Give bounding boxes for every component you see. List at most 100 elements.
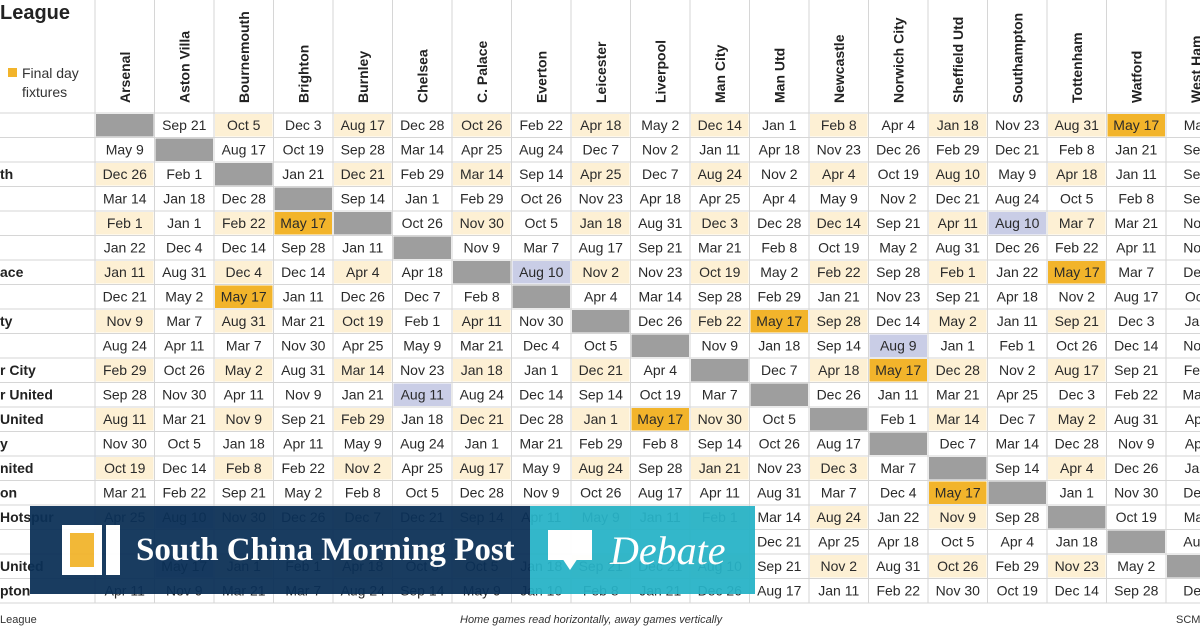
- cell-date: Jan 22: [104, 240, 146, 256]
- cell-date: Dec 14: [1114, 338, 1159, 354]
- legend-label-line2: fixtures: [22, 84, 68, 100]
- cell-bg: [96, 114, 154, 137]
- column-header: Burnley: [355, 51, 371, 103]
- cell-date: May 17: [756, 313, 802, 329]
- cell-date: Aug 24: [400, 436, 445, 452]
- cell-date: Dec 21: [341, 166, 386, 182]
- cell-date: Oct 26: [1056, 338, 1097, 354]
- cell-date: Jan 1: [167, 215, 201, 231]
- cell-date: Nov 23: [638, 264, 683, 280]
- cell-bg: [869, 359, 927, 382]
- cell-date: Dec: [1183, 583, 1200, 599]
- cell-date: Dec 28: [460, 485, 505, 501]
- cell-date: Sep 28: [1114, 583, 1159, 599]
- cell-date: Nov 30: [281, 338, 326, 354]
- cell-date: Nov 30: [460, 215, 505, 231]
- cell-date: Oct 19: [699, 264, 740, 280]
- cell-bg: [96, 457, 154, 480]
- cell-bg: [810, 359, 868, 382]
- cell-date: Sep 14: [341, 191, 386, 207]
- cell-bg: [1048, 555, 1106, 578]
- cell-date: Mar 7: [166, 313, 202, 329]
- cell-date: Nov 9: [225, 411, 262, 427]
- cell-date: Feb 8: [464, 289, 500, 305]
- cell-date: Jan 21: [342, 387, 384, 403]
- cell-bg: [215, 285, 273, 308]
- cell-date: Aug 31: [757, 485, 802, 501]
- cell-date: May 17: [1054, 264, 1100, 280]
- cell-date: May 2: [1117, 558, 1155, 574]
- cell-date: Aug 10: [936, 166, 981, 182]
- row-label: r United: [0, 387, 53, 403]
- cell-date: Feb 8: [226, 460, 262, 476]
- row-label: r City: [0, 362, 36, 378]
- cell-date: Dec: [1183, 264, 1200, 280]
- cell-bg: [274, 187, 332, 210]
- cell-date: Apr 4: [763, 191, 797, 207]
- cell-bg: [572, 310, 630, 333]
- cell-date: Dec 3: [701, 215, 738, 231]
- cell-date: Aug 17: [341, 117, 386, 133]
- column-header: Chelsea: [414, 49, 430, 103]
- cell-date: Aug 10: [995, 215, 1040, 231]
- cell-date: Dec 21: [460, 411, 505, 427]
- cell-date: Aug 31: [638, 215, 683, 231]
- cell-date: Nov 23: [817, 142, 862, 158]
- cell-bg: [810, 114, 868, 137]
- cell-date: Dec 26: [341, 289, 386, 305]
- cell-date: Jan 18: [1056, 534, 1098, 550]
- cell-date: Dec 14: [281, 264, 326, 280]
- cell-date: Aug 24: [579, 460, 624, 476]
- cell-bg: [572, 359, 630, 382]
- cell-date: Apr 18: [402, 264, 443, 280]
- cell-date: Mar 7: [226, 338, 262, 354]
- cell-date: Jan 1: [465, 436, 499, 452]
- cell-bg: [1048, 359, 1106, 382]
- cell-date: Nov 2: [642, 142, 679, 158]
- cell-date: Apr 4: [882, 117, 916, 133]
- cell-date: Mar 7: [821, 485, 857, 501]
- column-header: Everton: [533, 51, 549, 103]
- cell-date: Dec 26: [817, 387, 862, 403]
- cell-date: Sep 21: [936, 289, 981, 305]
- column-header: Bournemouth: [236, 11, 252, 103]
- cell-date: May 2: [879, 240, 917, 256]
- cell-date: Nov: [1183, 240, 1200, 256]
- cell-date: Mar 21: [1114, 215, 1158, 231]
- cell-date: Feb 29: [400, 166, 444, 182]
- cell-date: Jan 11: [283, 289, 324, 305]
- cell-bg: [96, 261, 154, 284]
- cell-date: Jan 1: [584, 411, 618, 427]
- cell-date: Dec 14: [519, 387, 564, 403]
- cell-date: May 9: [106, 142, 144, 158]
- cell-date: Dec 7: [642, 166, 679, 182]
- cell-bg: [929, 506, 987, 529]
- cell-date: Aug 17: [579, 240, 624, 256]
- cell-date: Dec 4: [523, 338, 560, 354]
- cell-bg: [215, 163, 273, 186]
- column-header: Tottenham: [1069, 32, 1085, 103]
- cell-date: Nov 2: [1058, 289, 1095, 305]
- cell-date: Apr 18: [1056, 166, 1097, 182]
- cell-date: Aug 9: [880, 338, 917, 354]
- scmp-banner[interactable]: South China Morning Post Debate: [30, 506, 755, 594]
- cell-bg: [1048, 163, 1106, 186]
- cell-bg: [929, 555, 987, 578]
- cell-date: Feb 8: [821, 117, 857, 133]
- cell-bg: [691, 163, 749, 186]
- cell-bg: [691, 408, 749, 431]
- cell-date: Dec 4: [225, 264, 262, 280]
- cell-date: Feb 29: [936, 142, 980, 158]
- debate-block[interactable]: Debate: [530, 506, 755, 594]
- cell-date: Mar 21: [460, 338, 504, 354]
- cell-date: Mar 14: [400, 142, 444, 158]
- cell-date: May 2: [641, 117, 679, 133]
- cell-date: Dec 28: [936, 362, 981, 378]
- cell-bg: [631, 334, 689, 357]
- cell-bg: [155, 138, 213, 161]
- cell-date: Sep 21: [1114, 362, 1159, 378]
- cell-date: Sep 21: [1055, 313, 1100, 329]
- row-label: ace: [0, 264, 24, 280]
- cell-date: Sep 28: [876, 264, 921, 280]
- cell-date: Jan: [1184, 460, 1200, 476]
